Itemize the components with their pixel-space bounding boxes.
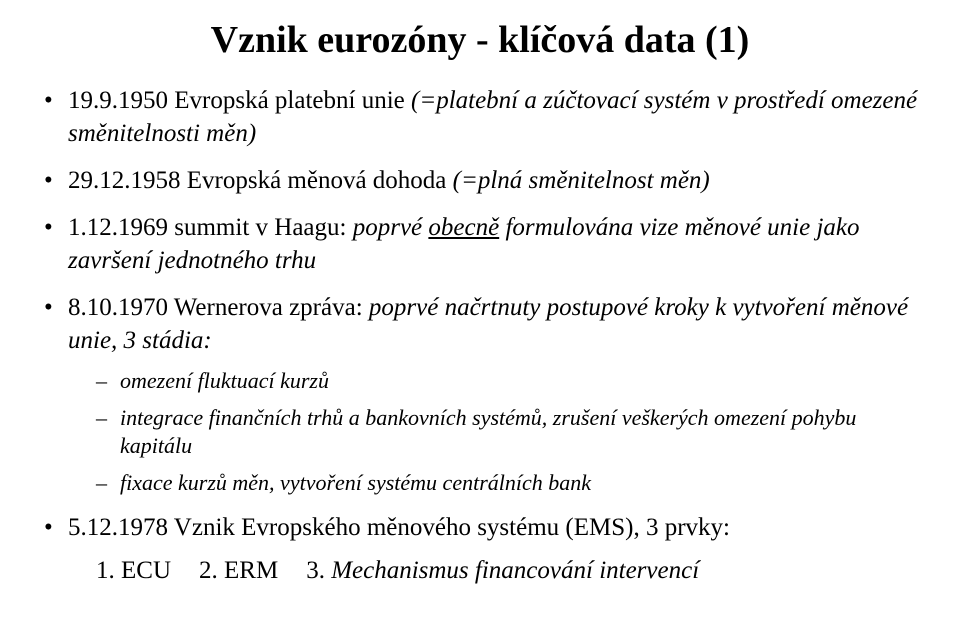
slide: Vznik eurozóny - klíčová data (1) 19.9.1… xyxy=(0,0,960,628)
bullet-item: 19.9.1950 Evropská platební unie (=plate… xyxy=(40,84,920,150)
slide-title: Vznik eurozóny - klíčová data (1) xyxy=(40,18,920,62)
bullet-item: 29.12.1958 Evropská měnová dohoda (=plná… xyxy=(40,164,920,197)
numbered-line: 1. ECU 2. ERM 3. Mechanismus financování i… xyxy=(68,554,920,587)
sub-item: omezení fluktuací kurzů xyxy=(96,367,920,396)
bullet-lead: 1.12.1969 summit v Haagu: xyxy=(68,214,353,241)
bullet-item: 5.12.1978 Vznik Evropského měnového syst… xyxy=(40,511,920,587)
bullet-lead: 8.10.1970 Wernerova zpráva: xyxy=(68,294,369,321)
bullet-italic: (=plná směnitelnost měn) xyxy=(453,167,710,194)
italic-pre: poprvé xyxy=(353,214,429,241)
num-item-3-lead: 3. xyxy=(306,557,331,584)
italic-underline: obecně xyxy=(428,214,499,241)
num-item-3-italic: Mechanismus financování intervencí xyxy=(331,557,699,584)
num-item-2: 2. ERM xyxy=(199,557,278,584)
bullet-lead: 19.9.1950 Evropská platební unie xyxy=(68,87,411,114)
sub-item: integrace finančních trhů a bankovních s… xyxy=(96,404,920,461)
sub-item: fixace kurzů měn, vytvoření systému cent… xyxy=(96,469,920,498)
sub-list: omezení fluktuací kurzů integrace finanč… xyxy=(68,367,920,497)
bullet-item: 1.12.1969 summit v Haagu: poprvé obecně … xyxy=(40,211,920,277)
bullet-lead: 29.12.1958 Evropská měnová dohoda xyxy=(68,167,453,194)
num-item-1: 1. ECU xyxy=(96,557,171,584)
bullet-list: 19.9.1950 Evropská platební unie (=plate… xyxy=(40,84,920,587)
bullet-lead: 5.12.1978 Vznik Evropského měnového syst… xyxy=(68,514,730,541)
bullet-item: 8.10.1970 Wernerova zpráva: poprvé načrt… xyxy=(40,291,920,497)
